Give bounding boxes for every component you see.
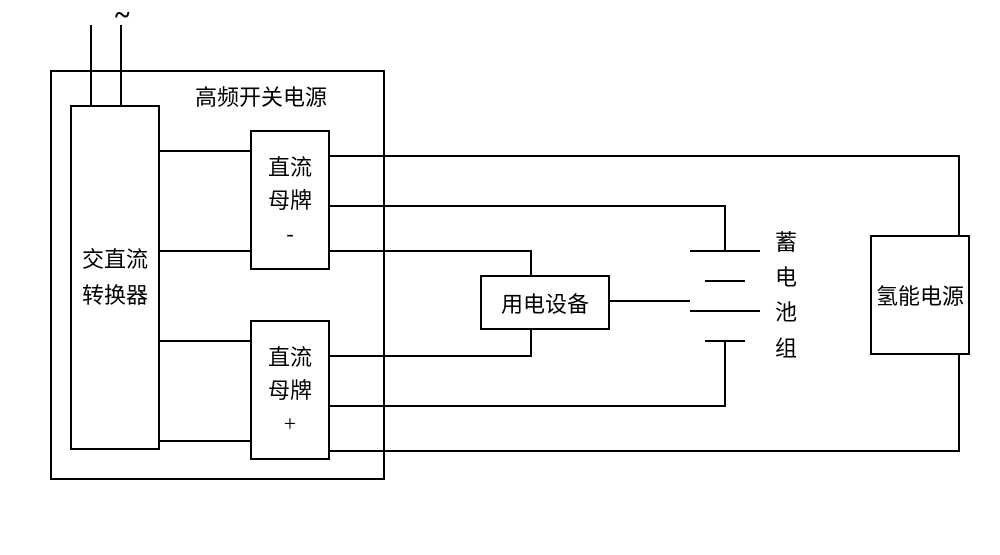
conn-buspos-load-v <box>530 330 532 355</box>
battery-lead-top <box>724 205 726 250</box>
battery-plate-2 <box>705 280 745 282</box>
converter-box: 交直流转换器 <box>70 105 160 450</box>
conn-busneg-hydrogen-v <box>958 155 960 235</box>
hydrogen-box: 氢能电源 <box>870 235 970 355</box>
load-label: 用电设备 <box>501 287 589 319</box>
conn-buspos-battery-h <box>330 405 726 407</box>
conn-load-battery <box>610 300 690 302</box>
bus-neg-label: 直流母牌- <box>268 151 312 250</box>
bus-pos-box: 直流母牌+ <box>250 320 330 460</box>
conn-conv-buspos-2 <box>160 440 250 442</box>
conn-busneg-battery-h <box>330 205 726 207</box>
conn-busneg-hydrogen-h <box>330 155 960 157</box>
hydrogen-label: 氢能电源 <box>876 279 964 311</box>
conn-conv-busneg-1 <box>160 150 250 152</box>
outer-box-label: 高频开关电源 <box>195 80 327 112</box>
load-box: 用电设备 <box>480 275 610 330</box>
conn-buspos-hydrogen-v <box>958 355 960 452</box>
conn-buspos-hydrogen-h <box>330 450 960 452</box>
conn-conv-buspos-1 <box>160 340 250 342</box>
conn-busneg-load-h <box>330 250 532 252</box>
battery-lead-bot <box>724 342 726 405</box>
battery-label: 蓄电池组 <box>775 225 797 366</box>
conn-busneg-load-v <box>530 250 532 275</box>
ac-symbol: ~ <box>115 0 130 32</box>
bus-pos-label: 直流母牌+ <box>268 341 312 440</box>
conn-buspos-load-h <box>330 355 532 357</box>
converter-label: 交直流转换器 <box>82 242 148 312</box>
battery-plate-1 <box>690 250 760 252</box>
bus-neg-box: 直流母牌- <box>250 130 330 270</box>
conn-conv-busneg-2 <box>160 250 250 252</box>
battery-plate-3 <box>690 310 760 312</box>
